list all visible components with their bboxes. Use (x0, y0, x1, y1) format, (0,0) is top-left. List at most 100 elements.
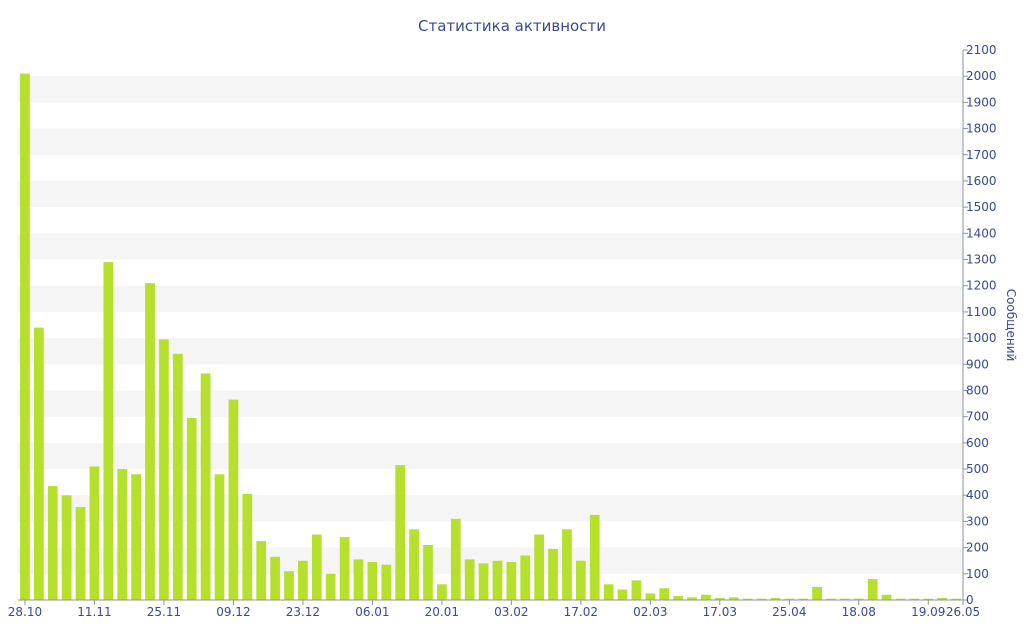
bar (812, 586, 822, 600)
bar (423, 545, 433, 600)
y-axis-label: Сообщений (1004, 289, 1018, 362)
bar (923, 598, 934, 600)
bar (853, 598, 864, 600)
bar (714, 597, 725, 600)
bar (450, 518, 461, 600)
bar (20, 73, 30, 601)
grid-band (18, 180, 963, 208)
bar (131, 474, 141, 600)
bar (270, 556, 280, 600)
y-tick-label: 700 (966, 410, 989, 424)
y-tick-label: 1200 (966, 279, 997, 293)
y-tick-label: 100 (966, 567, 989, 581)
bar (33, 327, 44, 600)
bar (89, 466, 100, 600)
bar (47, 486, 58, 600)
y-tick-label: 2100 (966, 43, 997, 57)
x-tick-label: 17.02 (564, 605, 598, 619)
bar (895, 598, 906, 600)
grid-band (18, 233, 963, 260)
bar (284, 571, 294, 600)
y-tick-label: 1600 (966, 174, 997, 188)
bar (339, 537, 350, 600)
x-tick-label: 19.09 (911, 605, 945, 619)
bar (673, 596, 683, 600)
x-tick-label: 02.03 (633, 605, 667, 619)
bar (687, 597, 697, 600)
y-tick-label: 1400 (966, 226, 997, 240)
x-tick-label: 28.10 (8, 605, 42, 619)
bar (395, 465, 406, 600)
bar (464, 559, 475, 600)
bar (353, 559, 364, 600)
y-tick-label: 400 (966, 488, 989, 502)
bar (311, 534, 322, 600)
x-tick-label: 23.12 (286, 605, 320, 619)
grid-band (18, 128, 963, 155)
x-tick-label: 11.11 (77, 605, 111, 619)
bar (617, 589, 628, 600)
bar (159, 339, 169, 600)
bar (242, 493, 253, 600)
y-tick-label: 1000 (966, 331, 997, 345)
y-tick-label: 800 (966, 383, 989, 397)
bar (881, 594, 892, 600)
bar (228, 399, 239, 600)
bar (298, 560, 308, 600)
bar (909, 598, 920, 600)
bar (826, 598, 836, 600)
bar (534, 534, 545, 600)
bar (548, 548, 558, 600)
x-tick-label: 17.03 (703, 605, 737, 619)
bar (520, 555, 531, 600)
grid-band (18, 285, 963, 312)
y-tick-label: 0 (966, 593, 974, 607)
bar (937, 597, 948, 600)
bar (381, 564, 392, 600)
bar (645, 593, 656, 600)
y-tick-label: 1500 (966, 200, 997, 214)
y-tick-label: 900 (966, 357, 989, 371)
y-tick-label: 300 (966, 514, 989, 528)
bar (409, 529, 419, 600)
bar (589, 514, 600, 600)
bar (367, 562, 378, 600)
x-tick-label: 03.02 (494, 605, 528, 619)
x-tick-label: 26.05 (946, 605, 980, 619)
bar (145, 283, 155, 600)
bar (436, 584, 447, 600)
bar (840, 598, 850, 600)
bar (631, 580, 642, 600)
bar (603, 584, 614, 600)
bar (701, 594, 711, 600)
bar (784, 598, 795, 600)
bar (103, 262, 114, 600)
y-tick-label: 1700 (966, 148, 997, 162)
bar (659, 588, 670, 600)
bar (951, 598, 961, 600)
bar (200, 373, 211, 600)
bars (20, 73, 961, 601)
x-tick-label: 25.04 (772, 605, 806, 619)
bar (492, 560, 503, 600)
x-tick-label: 18.08 (842, 605, 876, 619)
bar (61, 495, 72, 600)
y-tick-label: 2000 (966, 69, 997, 83)
bar (562, 529, 572, 600)
y-tick-label: 200 (966, 541, 989, 555)
y-tick-label: 1900 (966, 95, 997, 109)
bar (325, 573, 336, 600)
grid-band (18, 76, 963, 103)
bar (172, 353, 183, 600)
bar (75, 507, 86, 600)
x-tick-label: 25.11 (147, 605, 181, 619)
y-tick-label: 600 (966, 436, 989, 450)
bar (478, 563, 489, 600)
y-axis-ticks: 0 100 200 300 400 500 600 700 800 900 1000 1100 1200… (963, 43, 997, 607)
bar (575, 560, 586, 600)
bar (742, 598, 753, 600)
bar (756, 598, 767, 600)
bar (117, 469, 128, 600)
chart-title: Статистика активности (418, 17, 606, 35)
